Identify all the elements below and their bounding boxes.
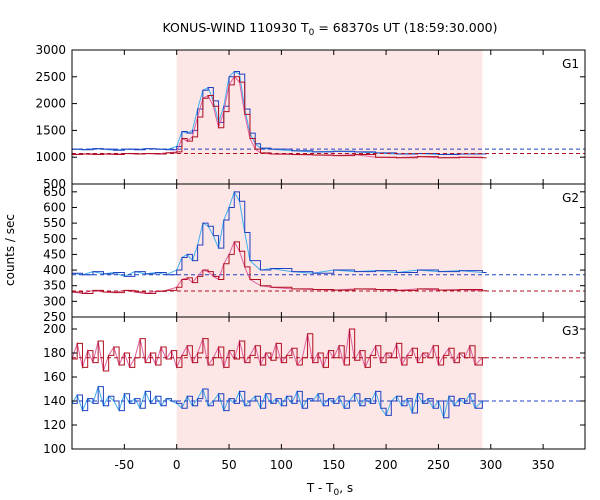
y-tick-label: 3000 — [35, 43, 66, 57]
y-tick-label: 180 — [43, 346, 66, 360]
x-axis-label: T - T0, s — [306, 481, 353, 498]
y-tick-label: 500 — [43, 177, 66, 191]
y-tick-label: 200 — [43, 322, 66, 336]
y-tick-label: 100 — [43, 442, 66, 456]
panel-label: G1 — [562, 57, 579, 71]
y-tick-label: 500 — [43, 232, 66, 246]
x-tick-label: -50 — [115, 458, 135, 472]
x-axis-label-main: T - T — [306, 481, 334, 495]
y-tick-label: 400 — [43, 263, 66, 277]
chart-title-subscript: 0 — [309, 28, 315, 38]
panel-g1: 500 1000 1500 2000 2500 3000 G1 — [35, 43, 586, 191]
x-tick-label: 350 — [532, 458, 555, 472]
shaded-interval — [176, 50, 483, 184]
y-tick-label: 350 — [43, 279, 66, 293]
shaded-interval — [176, 184, 483, 317]
x-tick-label: 100 — [270, 458, 293, 472]
series-line-low — [72, 328, 487, 372]
series-line-low — [72, 76, 487, 159]
series-line-high — [72, 191, 487, 277]
x-tick-label: 0 — [173, 458, 181, 472]
x-axis-label-subscript: 0 — [334, 488, 340, 498]
y-tick-label: 160 — [43, 370, 66, 384]
y-tick-label: 650 — [43, 185, 66, 199]
panel-label: G3 — [562, 324, 579, 338]
x-tick-label: 50 — [221, 458, 236, 472]
panel-g3: 100 120 140 160 180 200 G3 — [43, 316, 586, 456]
panel-frame — [71, 316, 586, 450]
y-tick-label: 300 — [43, 294, 66, 308]
y-tick-label: 450 — [43, 247, 66, 261]
y-tick-label: 250 — [43, 310, 66, 324]
x-tick-label: 200 — [375, 458, 398, 472]
x-tick-label: 300 — [479, 458, 502, 472]
panels: 50010001500200025003000G1250300350400450… — [35, 43, 586, 472]
x-tick-label: 250 — [427, 458, 450, 472]
series-line-high — [72, 386, 487, 419]
x-axis-label-rest: , s — [339, 481, 353, 495]
chart-title-rest: = 68370s UT (18:59:30.000) — [314, 20, 497, 35]
y-tick-label: 1500 — [35, 123, 66, 137]
series-line-low — [72, 241, 487, 295]
y-tick-label: 550 — [43, 216, 66, 230]
panel-label: G2 — [562, 191, 579, 205]
x-tick-label: 150 — [322, 458, 345, 472]
y-tick-label: 600 — [43, 200, 66, 214]
y-tick-label: 120 — [43, 418, 66, 432]
chart-title: KONUS-WIND 110930 T0 = 68370s UT (18:59:… — [162, 20, 497, 38]
y-tick-label: 2000 — [35, 97, 66, 111]
chart-title-main: KONUS-WIND 110930 T — [162, 20, 308, 35]
y-tick-label: 2500 — [35, 70, 66, 84]
shaded-interval — [176, 317, 483, 449]
y-axis-label: counts / sec — [3, 214, 17, 286]
y-tick-label: 1000 — [35, 150, 66, 164]
y-tick-label: 140 — [43, 394, 66, 408]
